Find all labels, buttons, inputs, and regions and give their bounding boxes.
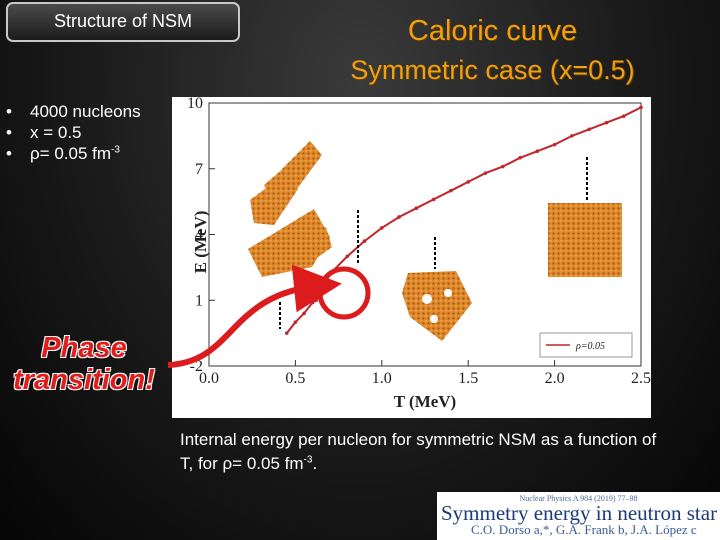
data-point [621, 114, 626, 118]
x-axis-label: T (MeV) [394, 392, 456, 411]
bullet-item: • ρ= 0.05 fm-3 [6, 144, 120, 163]
bullet-item: • x = 0.5 [6, 123, 82, 142]
data-point [314, 298, 318, 303]
uniform-structure-image [548, 203, 622, 277]
data-point [380, 226, 384, 230]
x-tick-label: 1.5 [458, 370, 478, 387]
data-point [310, 300, 315, 305]
bullet-list: • 4000 nucleons • x = 0.5 • ρ= 0.05 fm-3 [6, 101, 141, 164]
journal-line: Nuclear Physics A 984 (2019) 77–98 [519, 494, 638, 503]
phase-highlight-circle [317, 266, 371, 320]
data-point [639, 105, 643, 110]
section-tab[interactable]: Structure of NSM [6, 2, 240, 42]
x-tick-label: 0.0 [199, 370, 219, 387]
legend: ρ=0.05 [539, 332, 633, 358]
x-tick-label: 1.0 [372, 370, 392, 387]
y-tick-label: 4 [195, 227, 203, 244]
y-tick-label: 7 [195, 161, 203, 178]
paper-title: Symmetry energy in neutron star matter [441, 501, 720, 525]
bubble-structure-image [402, 271, 472, 341]
slide-subtitle: Symmetric case (x=0.5) [350, 55, 635, 85]
data-point [500, 164, 505, 169]
y-tick-label: 1 [195, 292, 203, 309]
x-tick-label: 2.0 [545, 370, 565, 387]
x-tick-label: 2.5 [631, 370, 651, 387]
data-point [345, 254, 350, 259]
caloric-curve-chart: 0.0 0.5 1.0 1.5 2.0 2.5 -2 1 4 7 10 T (MeV) E (MeV… [172, 95, 651, 418]
figure-caption: Internal energy per nucleon for symmetri… [180, 430, 657, 473]
data-point [431, 197, 436, 202]
data-point [604, 120, 609, 125]
data-point [449, 188, 453, 193]
data-point [552, 142, 557, 147]
phase-transition-label: Phase transition! [13, 332, 155, 396]
data-point [535, 149, 540, 154]
x-tick-label: 0.5 [285, 370, 305, 387]
chart-svg: 0.0 0.5 1.0 1.5 2.0 2.5 -2 1 4 7 10 T (MeV) E (MeV… [187, 95, 651, 411]
rod-structure-image [250, 141, 322, 225]
paper-reference: Nuclear Physics A 984 (2019) 77–98 Symme… [437, 492, 720, 540]
data-point [414, 206, 419, 210]
paper-authors: C.O. Dorso a,*, G.A. Frank b, J.A. López… [471, 522, 697, 537]
y-tick-label: -2 [190, 358, 203, 375]
data-point [587, 127, 591, 132]
data-point [483, 171, 488, 175]
data-point [466, 180, 471, 184]
data-point [284, 331, 289, 335]
slab-structure-image [248, 209, 332, 277]
data-point [397, 215, 401, 219]
data-point [302, 311, 306, 316]
data-point [293, 320, 298, 324]
slide-title: Caloric curve [407, 15, 578, 47]
data-point [570, 134, 574, 138]
y-axis-label: E (MeV) [191, 211, 210, 274]
data-point [362, 239, 367, 243]
bullet-item: • 4000 nucleons [6, 102, 141, 121]
y-tick-label: 10 [187, 97, 203, 112]
legend-entry: ρ=0.05 [575, 341, 605, 352]
data-point [518, 155, 522, 160]
